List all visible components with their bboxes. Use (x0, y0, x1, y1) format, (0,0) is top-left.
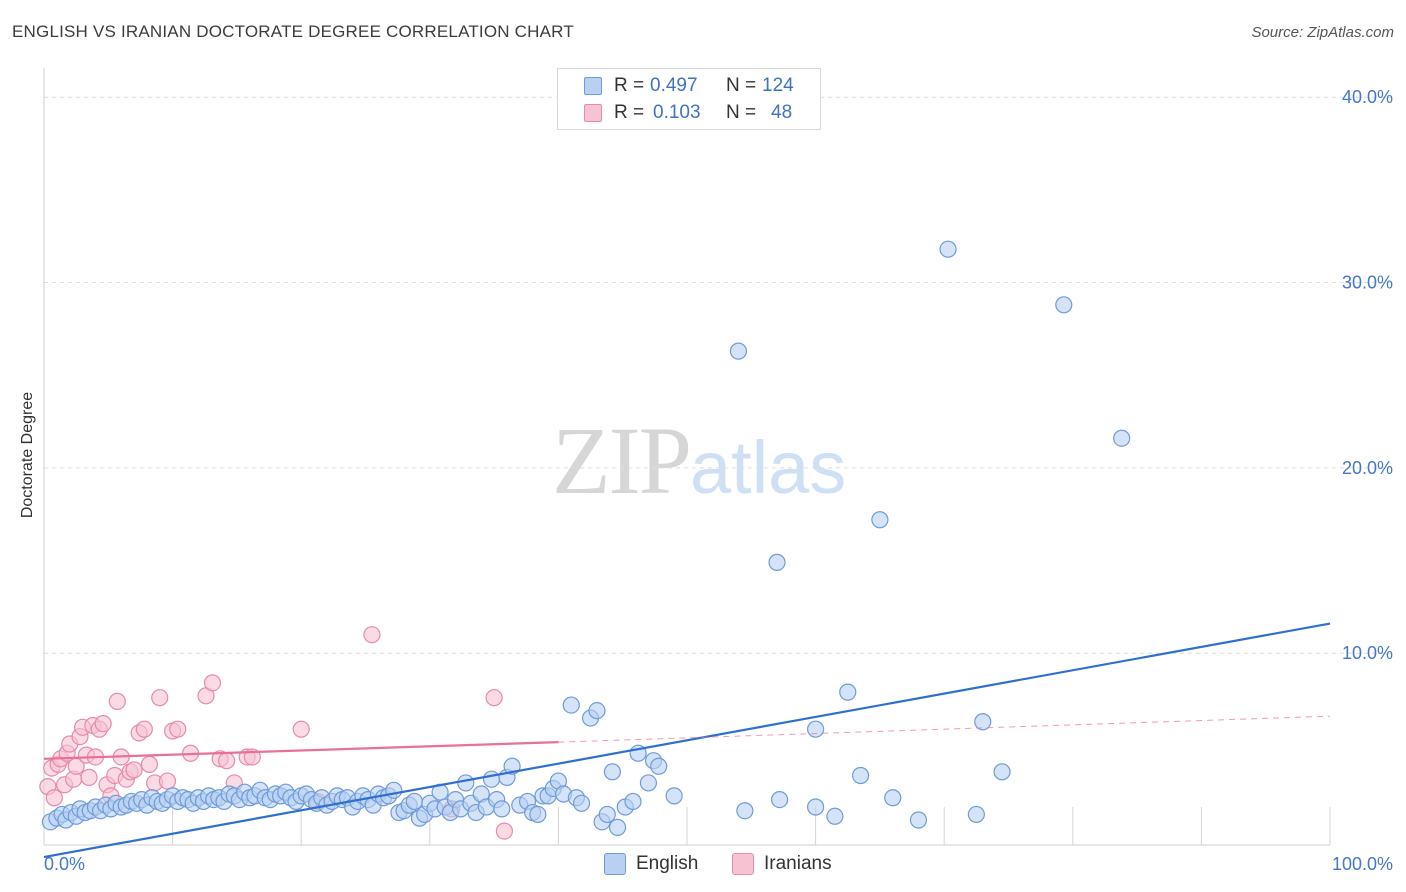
legend-n-value: 124 (762, 75, 794, 96)
iranian-point (135, 720, 153, 738)
english-point (603, 763, 622, 781)
iranian-point (203, 674, 222, 692)
english-point (939, 240, 957, 258)
iranian-point (495, 822, 513, 840)
iranian-point (292, 720, 310, 738)
english-trendline (43, 622, 1331, 859)
legend-r-label: R = (614, 75, 645, 96)
x-tick-label: 100.0% (1332, 854, 1393, 874)
legend-n-label: N = (726, 102, 757, 123)
legend-swatch-english (584, 77, 602, 95)
english-point (562, 696, 580, 714)
iranian-point (125, 761, 143, 779)
iranian-point (363, 626, 381, 644)
iranian-trendline-extension (558, 715, 1331, 743)
english-point (588, 702, 606, 720)
x-tick-label: 0.0% (44, 854, 85, 874)
english-point (967, 805, 985, 824)
english-point (839, 683, 857, 701)
iranian-point (218, 752, 236, 770)
english-point (806, 798, 825, 816)
english-point (482, 770, 501, 788)
iranian-point (108, 692, 126, 710)
english-point (993, 763, 1011, 781)
english-point (852, 766, 870, 785)
english-point (871, 511, 889, 529)
english-point (729, 342, 748, 360)
legend-n-value: 48 (771, 102, 793, 123)
english-point (598, 805, 616, 824)
english-point (806, 720, 825, 738)
iranian-point (45, 789, 63, 807)
english-point (529, 805, 547, 824)
english-point (385, 781, 403, 799)
iranian-trendline (43, 741, 559, 760)
iranian-point (151, 689, 169, 707)
english-point (736, 802, 754, 820)
english-point (768, 553, 786, 571)
legend-label-iranians: Iranians (764, 853, 832, 874)
english-point (639, 774, 658, 792)
english-point (665, 787, 683, 805)
english-point (1113, 429, 1131, 447)
chart-title: ENGLISH VS IRANIAN DOCTORATE DEGREE CORR… (12, 22, 574, 41)
source-label: Source: ZipAtlas.com (1251, 24, 1394, 41)
english-point (770, 790, 789, 809)
legend-swatch-iranians (732, 853, 754, 875)
english-point (624, 792, 642, 811)
y-tick-label: 40.0% (1342, 87, 1393, 107)
watermark-zip: ZIP (552, 407, 692, 514)
legend-r-value: 0.497 (650, 75, 698, 96)
iranian-point (140, 755, 159, 773)
y-tick-label: 10.0% (1342, 643, 1393, 663)
english-point (884, 789, 902, 807)
english-point (457, 774, 475, 792)
english-point (493, 800, 511, 818)
legend-n-label: N = (726, 75, 757, 96)
iranian-point (485, 689, 503, 707)
stats-legend: R = 0.497 N = 124 R = 0.103 N = 48 (557, 68, 821, 130)
english-point (1055, 296, 1073, 314)
iranian-point (94, 715, 112, 733)
english-point (650, 757, 668, 775)
y-tick-label: 20.0% (1342, 458, 1393, 478)
english-point (974, 713, 992, 731)
legend-swatch-english (604, 853, 626, 875)
english-point (826, 807, 844, 825)
english-point (909, 811, 928, 829)
iranian-point (158, 772, 177, 790)
legend-swatch-iranians (584, 104, 602, 122)
legend-label-english: English (636, 853, 699, 874)
legend-r-value: 0.103 (653, 102, 701, 123)
iranian-point (80, 768, 98, 786)
english-point (572, 794, 591, 812)
english-point (405, 792, 423, 811)
legend-r-label: R = (614, 102, 645, 123)
iranian-point (169, 720, 187, 738)
english-point (608, 818, 627, 836)
y-tick-label: 30.0% (1342, 273, 1393, 293)
